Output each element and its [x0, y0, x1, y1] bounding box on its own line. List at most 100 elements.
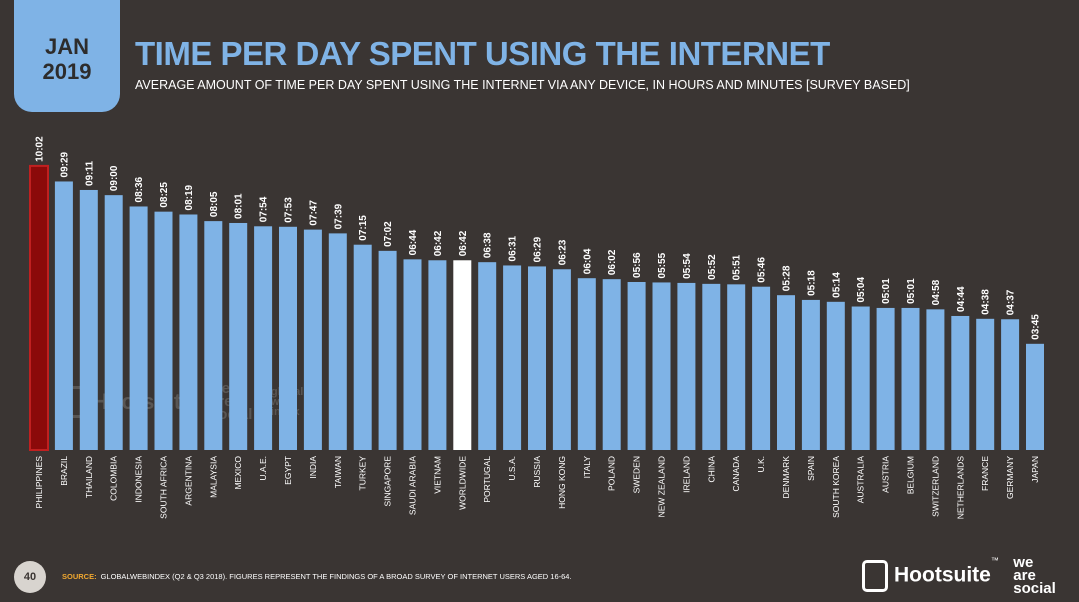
bar-china — [702, 283, 721, 450]
brand-name: Hootsuite — [894, 563, 991, 587]
bar-south-africa — [154, 211, 173, 450]
bar-sweden — [627, 281, 646, 450]
source-text: GLOBALWEBINDEX (Q2 & Q3 2018). FIGURES R… — [100, 572, 572, 581]
value-label: 05:52 — [707, 254, 718, 280]
page-number: 40 — [14, 561, 46, 593]
bar-belgium — [901, 307, 920, 450]
category-label: EGYPT — [283, 456, 293, 485]
bar-spain — [801, 299, 820, 450]
category-label: POLAND — [607, 456, 617, 491]
bar-poland — [602, 279, 621, 450]
bar-malaysia — [204, 221, 223, 450]
category-label: GERMANY — [1005, 456, 1015, 499]
category-label: THAILAND — [84, 456, 94, 498]
value-label: 08:05 — [209, 191, 220, 217]
value-label: 10:02 — [35, 136, 46, 162]
category-label: AUSTRALIA — [856, 456, 866, 504]
value-label: 05:28 — [782, 265, 793, 291]
bar-japan — [1026, 343, 1044, 450]
value-label: 08:19 — [184, 184, 195, 210]
source-label: SOURCE: — [62, 572, 97, 581]
bar-austria — [876, 307, 895, 450]
category-label: CHINA — [706, 456, 716, 483]
value-label: 04:38 — [981, 289, 992, 315]
value-label: 05:54 — [682, 253, 693, 279]
value-label: 03:45 — [1031, 314, 1042, 340]
bar-mexico — [229, 222, 248, 450]
value-label: 06:23 — [557, 239, 568, 265]
category-label: SWITZERLAND — [930, 456, 940, 517]
bar-new-zealand — [652, 282, 671, 450]
category-label: BRAZIL — [59, 456, 69, 486]
value-label: 07:15 — [358, 215, 369, 241]
value-label: 05:01 — [906, 278, 917, 304]
bar-colombia — [104, 195, 123, 450]
category-label: ARGENTINA — [183, 456, 193, 506]
value-label: 09:29 — [59, 151, 70, 177]
value-label: 05:18 — [806, 270, 817, 296]
bar-egypt — [279, 226, 297, 450]
bar-u-s-a — [503, 265, 522, 450]
bar-russia — [528, 266, 546, 450]
value-label: 05:56 — [632, 252, 643, 278]
category-label: U.S.A. — [507, 456, 517, 481]
category-label: SOUTH AFRICA — [159, 456, 169, 519]
category-label: TAIWAN — [333, 456, 343, 488]
value-label: 04:44 — [956, 286, 967, 312]
value-label: 08:01 — [234, 193, 245, 219]
value-label: 04:37 — [1006, 289, 1017, 315]
value-label: 04:58 — [931, 279, 942, 305]
bar-germany — [1001, 319, 1020, 450]
category-label: RUSSIA — [532, 456, 542, 488]
bar-netherlands — [951, 315, 970, 450]
chart-title: TIME PER DAY SPENT USING THE INTERNET — [135, 35, 830, 72]
bar-portugal — [478, 262, 497, 450]
category-label: ITALY — [582, 456, 592, 479]
bar-india — [303, 229, 322, 450]
value-label: 09:11 — [84, 161, 95, 186]
category-label: SPAIN — [806, 456, 816, 481]
owl-icon — [862, 559, 888, 592]
value-label: 06:04 — [582, 248, 593, 274]
badge-month: JAN — [44, 34, 89, 59]
source-note: SOURCE: GLOBALWEBINDEX (Q2 & Q3 2018). FI… — [62, 572, 572, 581]
bar-worldwide — [453, 260, 472, 450]
bar-singapore — [378, 250, 397, 450]
value-label: 06:42 — [433, 230, 444, 256]
bar-turkey — [353, 244, 372, 450]
category-label: AUSTRIA — [881, 456, 891, 493]
value-label: 06:31 — [508, 235, 519, 261]
bar-u-a-e — [254, 226, 273, 450]
value-label: 09:00 — [109, 165, 120, 191]
category-label: NEW ZEALAND — [657, 456, 667, 517]
value-label: 07:39 — [333, 203, 344, 229]
category-label: MEXICO — [233, 456, 243, 490]
category-label: JAPAN — [1030, 456, 1040, 483]
category-label: COLOMBIA — [109, 456, 119, 501]
category-label: TURKEY — [358, 456, 368, 491]
category-label: IRELAND — [681, 456, 691, 493]
bar-taiwan — [328, 233, 347, 450]
category-label: CANADA — [731, 456, 741, 492]
bar-philippines — [29, 164, 49, 452]
value-label: 07:47 — [308, 200, 319, 226]
category-label: NETHERLANDS — [955, 456, 965, 520]
category-label: VIETNAM — [432, 456, 442, 494]
value-label: 07:53 — [284, 197, 295, 223]
category-label: INDIA — [308, 456, 318, 479]
category-label: U.K. — [756, 456, 766, 473]
bar-thailand — [79, 189, 98, 450]
hootsuite-logo: Hootsuite™ we are social — [862, 555, 1056, 596]
category-label: MALAYSIA — [208, 456, 218, 498]
value-label: 05:46 — [757, 257, 768, 283]
category-label: INDONESIA — [134, 456, 144, 503]
category-label: DENMARK — [781, 456, 791, 499]
bar-australia — [851, 306, 870, 450]
category-label: WORLDWIDE — [457, 456, 467, 510]
value-label: 05:14 — [831, 272, 842, 298]
category-label: FRANCE — [980, 456, 990, 491]
value-label: 06:38 — [483, 232, 494, 258]
category-label: U.A.E. — [258, 456, 268, 481]
bar-hong-kong — [552, 269, 571, 450]
